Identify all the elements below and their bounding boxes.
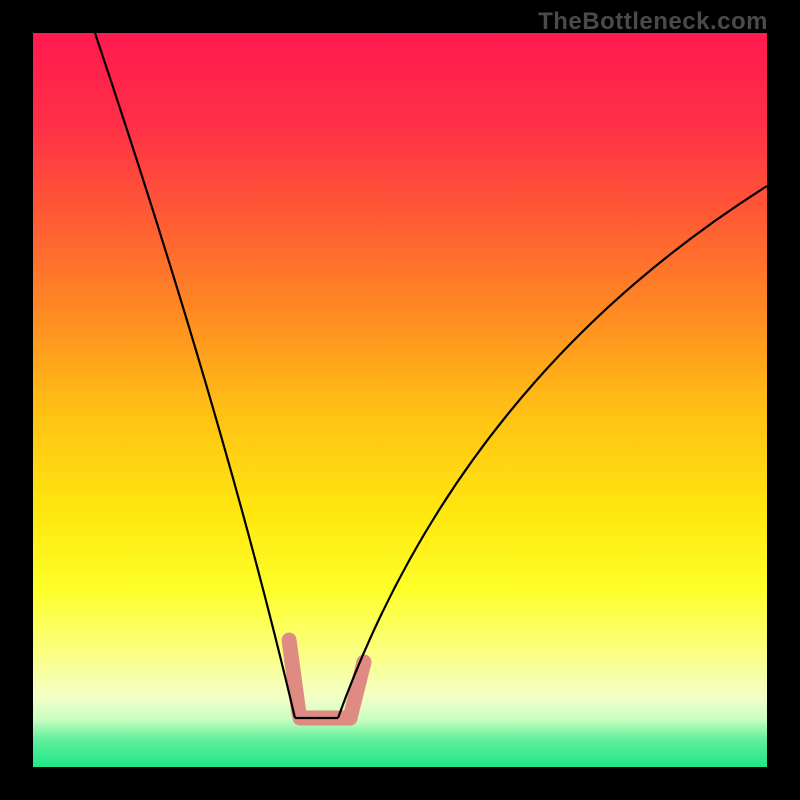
chart-overlay [0, 0, 800, 800]
v-curve-right [338, 186, 767, 718]
watermark-text: TheBottleneck.com [538, 8, 768, 36]
v-curve-left [95, 33, 295, 718]
